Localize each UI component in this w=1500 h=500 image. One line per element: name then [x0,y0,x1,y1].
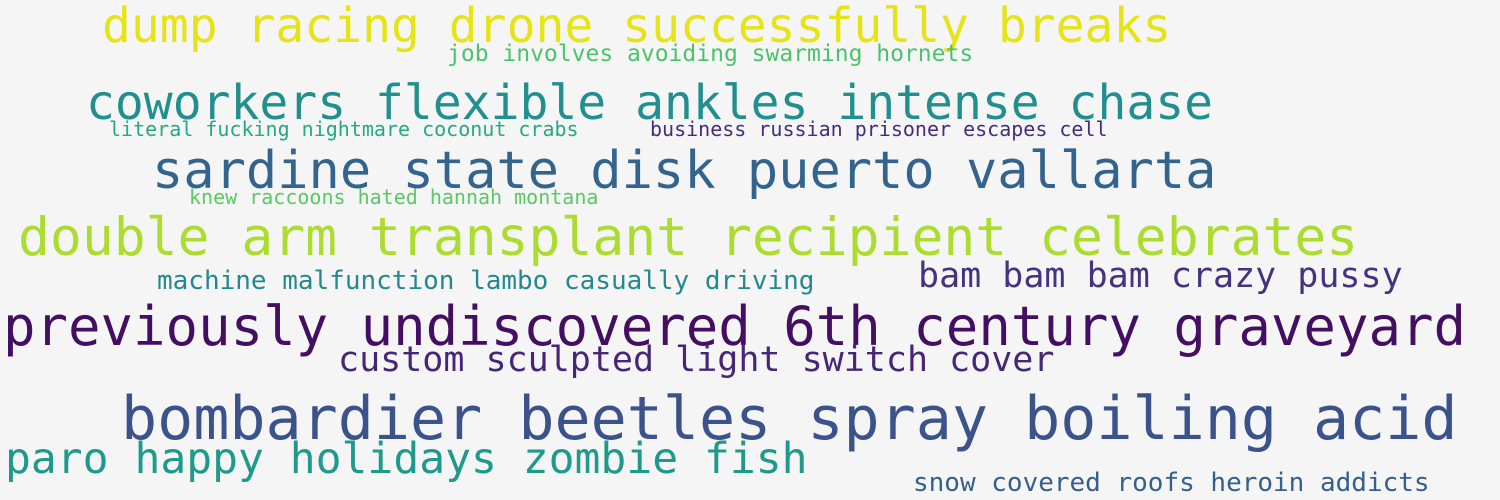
phrase-coconut-crabs: literal fucking nightmare coconut crabs [109,117,579,141]
phrase-dump-racing-drone: dump racing drone successfully breaks [102,0,1172,54]
phrase-coworkers-flexible-ankles: coworkers flexible ankles intense chase [86,75,1214,131]
phrase-bam-bam-bam: bam bam bam crazy pussy [918,256,1403,296]
phrase-sardine-state-disk: sardine state disk puerto vallarta [152,141,1217,201]
phrase-snow-covered-roofs: snow covered roofs heroin addicts [913,468,1430,498]
phrase-raccoons-hannah-montana: knew raccoons hated hannah montana [189,185,599,209]
phrase-job-involves-hornets: job involves avoiding swarming hornets [447,41,974,67]
phrase-light-switch-cover: custom sculpted light switch cover [338,340,1055,380]
phrase-bombardier-beetles: bombardier beetles spray boiling acid [121,384,1458,454]
phrase-machine-malfunction-lambo: machine malfunction lambo casually drivi… [157,266,815,296]
phrase-6th-century-graveyard: previously undiscovered 6th century grav… [3,295,1466,358]
phrase-double-arm-transplant: double arm transplant recipient celebrat… [18,207,1359,268]
phrase-zombie-fish: paro happy holidays zombie fish [5,434,808,484]
phrase-russian-prisoner: business russian prisoner escapes cell [650,117,1108,141]
